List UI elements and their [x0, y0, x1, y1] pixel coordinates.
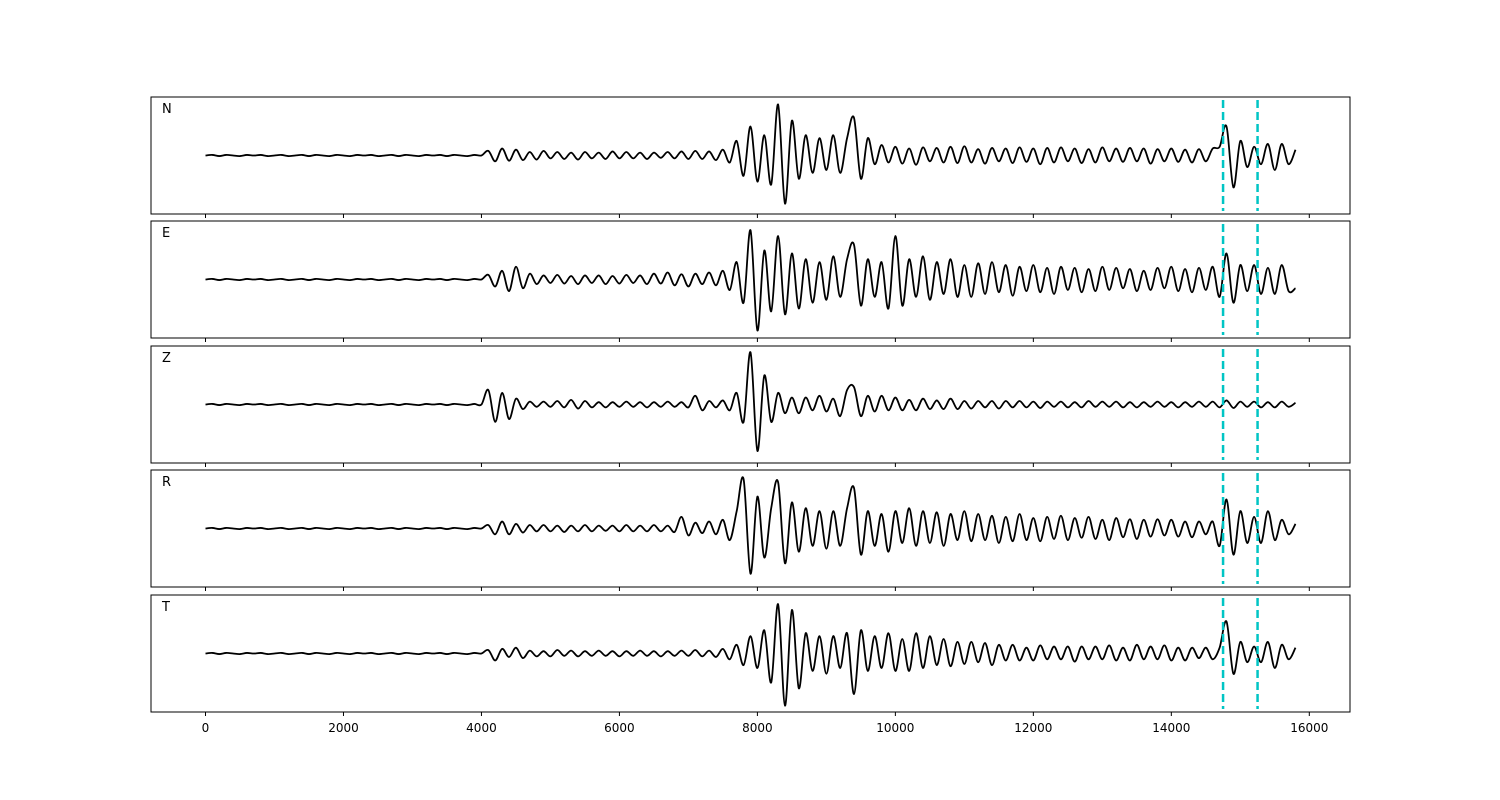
trace-r: [205, 476, 1297, 575]
x-tick-label: 8000: [742, 721, 773, 735]
x-tick-label: 16000: [1290, 721, 1328, 735]
panel-label: Z: [162, 351, 171, 366]
x-tick-label: 2000: [328, 721, 359, 735]
x-tick-label: 0: [202, 721, 210, 735]
panel-frame-e: [150, 220, 1351, 339]
x-tick-label: 10000: [876, 721, 914, 735]
panel-label: R: [162, 475, 171, 490]
panel-label: N: [162, 102, 172, 117]
panel-frame-z: [150, 345, 1351, 464]
panel-frame-n: [150, 96, 1351, 215]
trace-t: [205, 603, 1297, 707]
trace-e: [205, 229, 1297, 332]
x-tick-label: 12000: [1014, 721, 1052, 735]
panel-frame-r: [150, 469, 1351, 588]
trace-n: [205, 103, 1297, 205]
trace-z: [205, 351, 1297, 452]
panel-label: T: [161, 600, 170, 615]
panel-label: E: [162, 226, 170, 241]
panel-frame-t: [150, 594, 1351, 713]
x-tick-label: 14000: [1152, 721, 1190, 735]
x-tick-label: 6000: [604, 721, 635, 735]
x-tick-label: 4000: [466, 721, 497, 735]
